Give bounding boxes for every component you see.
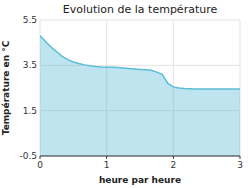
area-fill <box>40 36 240 156</box>
x-tick-label: 3 <box>237 160 243 170</box>
ticks: 0 1 2 3 -0.5 1.5 3.5 5.5 <box>19 15 242 170</box>
area-line <box>40 36 240 89</box>
x-tick-label: 2 <box>170 160 176 170</box>
y-tick-label: 3.5 <box>23 60 37 70</box>
x-tick <box>40 156 41 159</box>
x-tick <box>240 156 241 159</box>
grid <box>40 20 240 156</box>
y-tick-label: 1.5 <box>23 106 37 116</box>
chart: 0 1 2 3 -0.5 1.5 3.5 5.5 Evolution de la tempéra… <box>0 0 250 188</box>
x-axis-label: heure par heure <box>99 175 181 185</box>
x-axis-line <box>40 156 240 157</box>
grid-line-y <box>40 20 240 21</box>
y-tick-label: 5.5 <box>23 15 37 25</box>
y-tick-label: -0.5 <box>19 151 37 161</box>
x-tick <box>173 156 174 159</box>
x-tick-label: 0 <box>37 160 43 170</box>
title: Evolution de la température <box>63 3 218 16</box>
plot-area <box>40 36 240 156</box>
y-axis-label: Température en °C <box>1 40 11 135</box>
x-tick-label: 1 <box>104 160 110 170</box>
grid-line-y <box>40 156 240 157</box>
x-tick <box>106 156 107 159</box>
